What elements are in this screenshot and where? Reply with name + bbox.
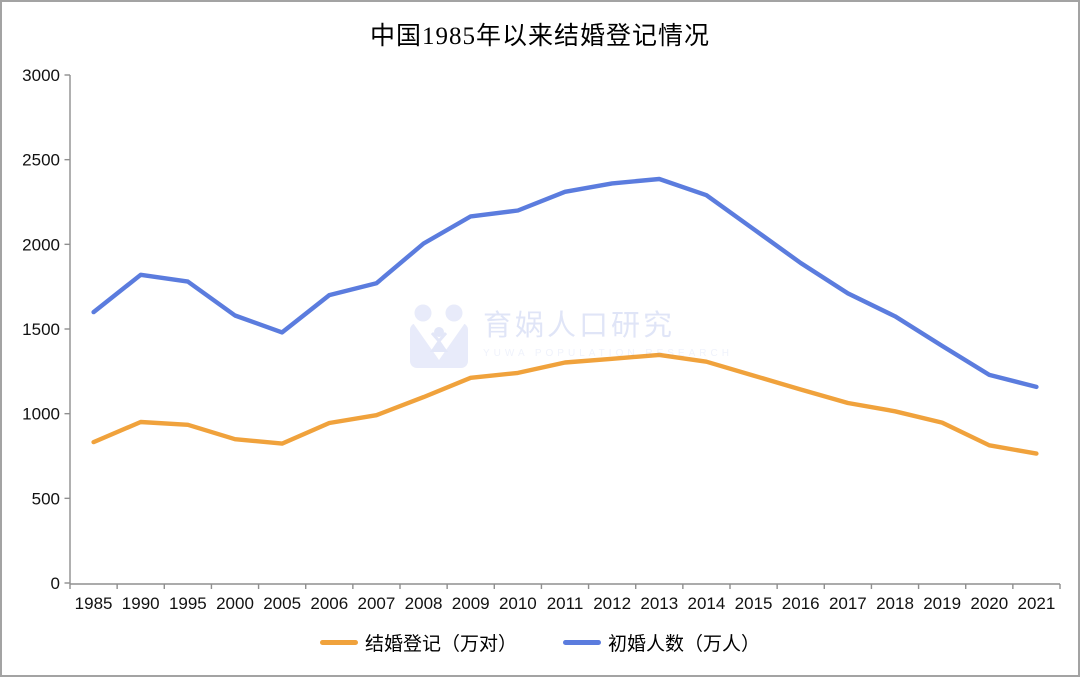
y-tick-label: 1000 <box>22 405 60 424</box>
y-tick-label: 3000 <box>22 66 60 85</box>
legend-label: 结婚登记（万对） <box>364 634 517 655</box>
x-tick-label: 2009 <box>452 594 490 613</box>
y-tick-label: 0 <box>51 574 60 593</box>
legend-item-marriage-registrations: 结婚登记（万对） <box>319 629 517 656</box>
x-tick-label: 2006 <box>310 594 348 613</box>
x-tick-label: 2005 <box>263 594 301 613</box>
legend-line-swatch-orange <box>319 640 358 645</box>
x-tick-label: 1990 <box>122 594 160 613</box>
x-tick-label: 2010 <box>499 594 537 613</box>
x-tick-label: 2018 <box>876 594 914 613</box>
x-tick-label: 2016 <box>782 594 820 613</box>
x-tick-label: 2011 <box>547 594 584 613</box>
x-tick-label: 2014 <box>688 594 726 613</box>
x-tick-label: 2015 <box>735 594 773 613</box>
series-line-1 <box>91 176 1039 390</box>
x-tick-label: 2013 <box>640 594 678 613</box>
x-tick-label: 2000 <box>216 594 254 613</box>
y-tick-label: 500 <box>32 489 60 508</box>
legend-item-first-marriages: 初婚人数（万人） <box>563 629 760 656</box>
series-line-0 <box>91 352 1039 456</box>
x-tick-label: 2008 <box>405 594 443 613</box>
x-tick-label: 2012 <box>593 594 631 613</box>
x-tick-label: 1995 <box>169 594 207 613</box>
chart-title: 中国1985年以来结婚登记情况 <box>369 23 710 50</box>
x-tick-label: 2021 <box>1018 594 1056 613</box>
legend-line-swatch-blue <box>563 640 601 645</box>
y-tick-label: 1500 <box>22 320 60 339</box>
x-tick-label: 2007 <box>358 594 396 613</box>
x-tick-label: 2019 <box>923 594 961 613</box>
y-tick-label: 2000 <box>22 235 60 254</box>
x-tick-label: 2017 <box>829 594 867 613</box>
y-tick-label: 2500 <box>22 151 60 170</box>
x-tick-label: 1985 <box>75 594 113 613</box>
legend-label: 初婚人数（万人） <box>608 634 761 655</box>
x-tick-label: 2020 <box>970 594 1008 613</box>
chart-legend: 结婚登记（万对） 初婚人数（万人） <box>2 629 1078 656</box>
